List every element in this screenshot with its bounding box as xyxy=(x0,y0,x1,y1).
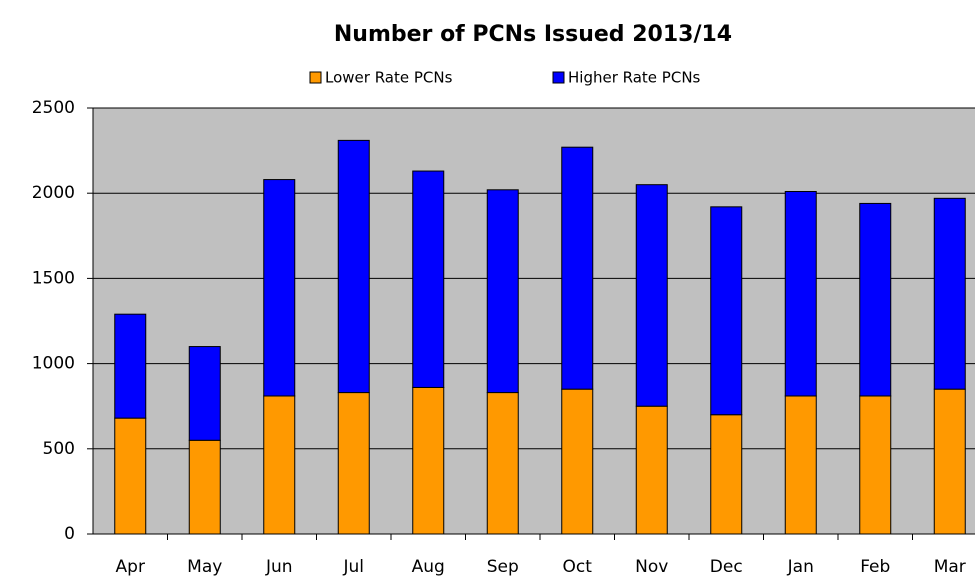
x-tick-label: Sep xyxy=(487,557,519,577)
x-tick-label: Dec xyxy=(710,557,743,577)
x-tick-label: Jan xyxy=(787,557,814,577)
x-tick-label: Jun xyxy=(265,557,293,577)
bar-segment xyxy=(561,146,594,390)
legend-label: Higher Rate PCNs xyxy=(568,69,701,87)
bar-segment xyxy=(933,388,966,535)
bar-segment xyxy=(784,190,817,397)
x-tick-label: Jul xyxy=(342,557,364,577)
y-tick-label: 2500 xyxy=(32,98,75,118)
bar-segment xyxy=(188,346,221,441)
legend-swatch xyxy=(309,71,322,84)
y-tick-label: 0 xyxy=(64,524,75,544)
x-tick-label: Nov xyxy=(635,557,668,577)
x-tick-label: Apr xyxy=(116,557,145,577)
y-tick-label: 1000 xyxy=(32,354,75,374)
bar-segment xyxy=(710,206,743,416)
bar-segment xyxy=(561,388,594,535)
bar-segment xyxy=(337,139,370,394)
x-tick-label: Mar xyxy=(934,557,966,577)
bar-segment xyxy=(114,313,147,419)
bar-segment xyxy=(635,184,668,407)
bar-segment xyxy=(263,395,296,535)
bar-segment xyxy=(412,170,445,388)
y-tick-label: 1500 xyxy=(32,268,75,288)
bar-segment xyxy=(784,395,817,535)
bar-segment xyxy=(337,392,370,535)
bar-segment xyxy=(635,405,668,535)
bar-segment xyxy=(486,189,519,394)
y-tick-label: 2000 xyxy=(32,183,75,203)
bar-segment xyxy=(188,439,221,535)
legend-swatch xyxy=(552,71,565,84)
bar-segment xyxy=(710,414,743,535)
x-tick-label: Oct xyxy=(563,557,593,577)
bar-segment xyxy=(486,392,519,535)
y-tick-label: 500 xyxy=(43,439,75,459)
bar-segment xyxy=(412,386,445,535)
bar-segment xyxy=(933,197,966,390)
x-tick-label: May xyxy=(187,557,222,577)
bar-segment xyxy=(114,417,147,535)
bar-segment xyxy=(263,179,296,397)
bar-segment xyxy=(859,395,892,535)
plot-area xyxy=(93,108,975,534)
legend-label: Lower Rate PCNs xyxy=(325,69,453,87)
bar-segment xyxy=(859,202,892,397)
chart-title: Number of PCNs Issued 2013/14 xyxy=(334,22,732,47)
x-tick-label: Feb xyxy=(860,557,890,577)
x-tick-label: Aug xyxy=(412,557,445,577)
